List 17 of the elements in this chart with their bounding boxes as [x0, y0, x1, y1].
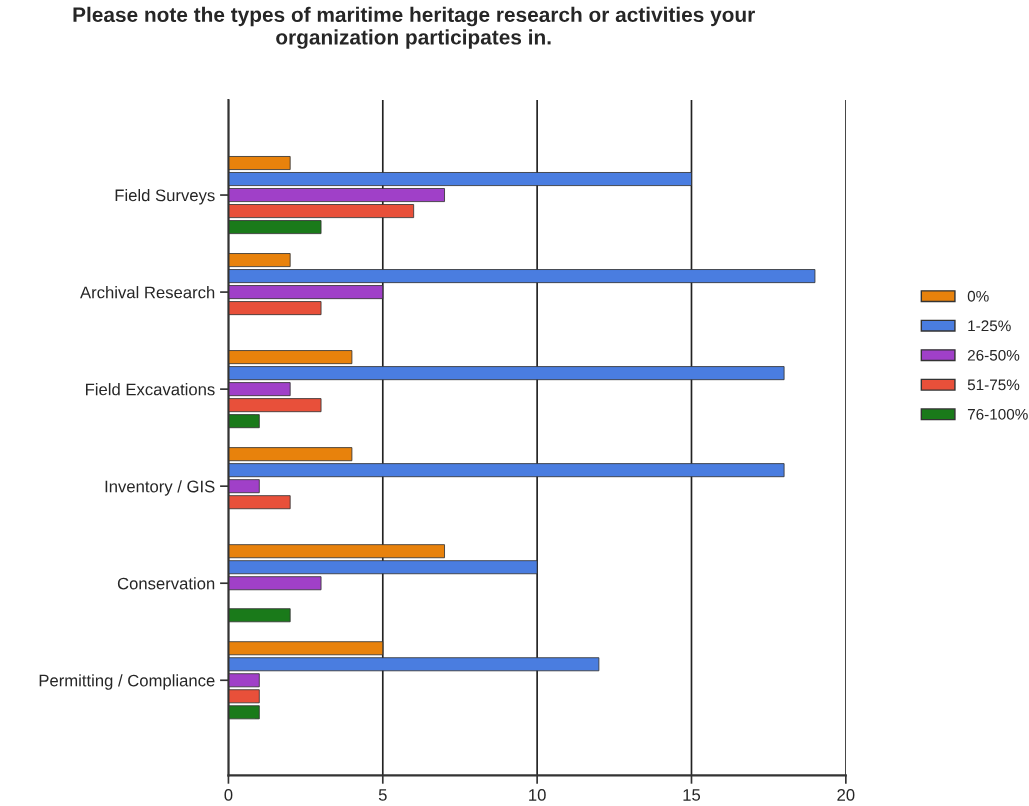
- legend-label: 26-50%: [967, 349, 1020, 361]
- x-tick-label: 10: [529, 789, 546, 801]
- legend-label: 51-75%: [967, 379, 1020, 391]
- x-tick-label: 5: [378, 789, 387, 801]
- y-tick-label: Permitting / Compliance: [39, 674, 215, 690]
- x-tick-label: 15: [683, 789, 701, 801]
- chart-title: Please note the types of maritime heritage research or activities your organization participates in.: [73, 6, 755, 49]
- y-tick-label: Inventory / GIS: [105, 480, 215, 496]
- x-tick-label: 20: [837, 789, 855, 801]
- y-tick-label: Archival Research: [80, 286, 215, 299]
- legend-label: 1-25%: [968, 320, 1011, 332]
- y-tick-label: Field Excavations: [86, 383, 215, 396]
- legend-label: 0%: [967, 290, 989, 302]
- y-tick-label: Field Surveys: [115, 189, 215, 205]
- x-tick-label: 0: [224, 789, 233, 801]
- y-tick-label: Conservation: [117, 577, 215, 590]
- legend-label: 76-100%: [967, 408, 1028, 420]
